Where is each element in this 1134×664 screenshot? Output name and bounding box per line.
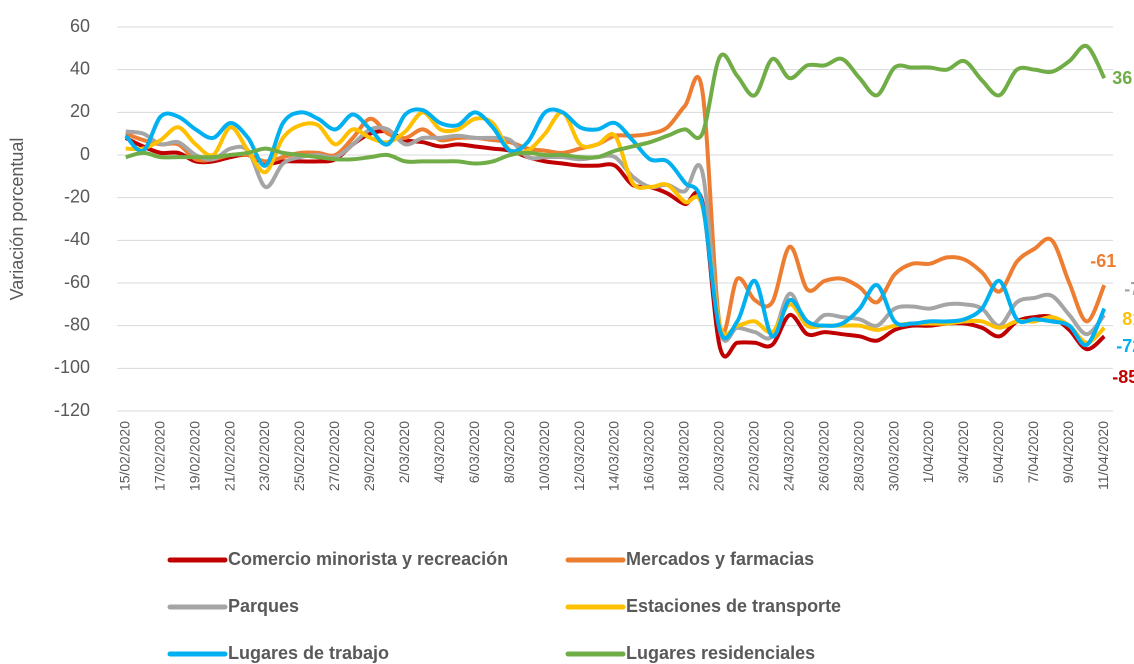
x-tick-label: 26/03/2020 [815, 421, 831, 491]
x-tick-label: 25/02/2020 [291, 421, 307, 491]
legend-label: Mercados y farmacias [626, 549, 814, 569]
data-label: 36 [1112, 68, 1132, 88]
x-tick-label: 20/03/2020 [711, 421, 727, 491]
y-tick-label: 0 [80, 144, 90, 164]
series-line [125, 125, 1106, 343]
legend-label: Parques [228, 596, 299, 616]
y-tick-label: 40 [70, 58, 90, 78]
y-tick-label: -40 [64, 229, 90, 249]
legend-label: Lugares residenciales [626, 643, 815, 663]
y-tick-label: 20 [70, 101, 90, 121]
x-tick-label: 3/04/2020 [955, 421, 971, 483]
y-axis-title: Variación porcentual [7, 138, 27, 301]
data-label: 81 [1122, 309, 1134, 329]
legend-label: Comercio minorista y recreación [228, 549, 508, 569]
legend-label: Estaciones de transporte [626, 596, 841, 616]
x-tick-label: 23/02/2020 [256, 421, 272, 491]
x-tick-label: 14/03/2020 [606, 421, 622, 491]
y-tick-label: -80 [64, 314, 90, 334]
x-tick-label: 12/03/2020 [571, 421, 587, 491]
series-line [125, 110, 1106, 345]
x-tick-label: 22/03/2020 [745, 421, 761, 491]
x-tick-label: 28/03/2020 [850, 421, 866, 491]
x-tick-label: 7/04/2020 [1025, 421, 1041, 483]
series-line [124, 107, 1107, 348]
y-tick-label: -100 [54, 357, 90, 377]
x-tick-label: 4/03/2020 [431, 421, 447, 483]
y-tick-label: -20 [64, 186, 90, 206]
x-tick-label: 6/03/2020 [466, 421, 482, 483]
x-tick-label: 2/03/2020 [396, 421, 412, 483]
data-label: -75 [1124, 279, 1134, 299]
data-label: -85 [1112, 367, 1134, 387]
x-tick-label: 11/04/2020 [1095, 421, 1111, 490]
x-tick-label: 18/03/2020 [676, 421, 692, 491]
x-tick-label: 21/02/2020 [221, 421, 237, 491]
x-tick-label: 15/02/2020 [116, 421, 132, 491]
x-tick-label: 10/03/2020 [536, 421, 552, 491]
x-tick-label: 24/03/2020 [780, 421, 796, 491]
x-tick-label: 30/03/2020 [885, 421, 901, 491]
x-tick-label: 19/02/2020 [186, 421, 202, 491]
y-tick-label: 60 [70, 16, 90, 36]
x-tick-label: 17/02/2020 [151, 421, 167, 491]
legend-label: Lugares de trabajo [228, 643, 389, 663]
x-tick-label: 9/04/2020 [1060, 421, 1076, 483]
x-tick-label: 29/02/2020 [361, 421, 377, 491]
x-tick-label: 8/03/2020 [501, 421, 517, 483]
y-tick-label: -60 [64, 272, 90, 292]
data-label: -72 [1116, 336, 1134, 356]
x-tick-label: 5/04/2020 [990, 421, 1006, 483]
series-line [125, 43, 1107, 166]
x-tick-label: 27/02/2020 [326, 421, 342, 491]
x-tick-label: 1/04/2020 [920, 421, 936, 483]
series-line [125, 74, 1107, 336]
data-label: -61 [1090, 251, 1116, 271]
y-tick-label: -120 [54, 400, 90, 420]
x-tick-label: 16/03/2020 [641, 421, 657, 491]
